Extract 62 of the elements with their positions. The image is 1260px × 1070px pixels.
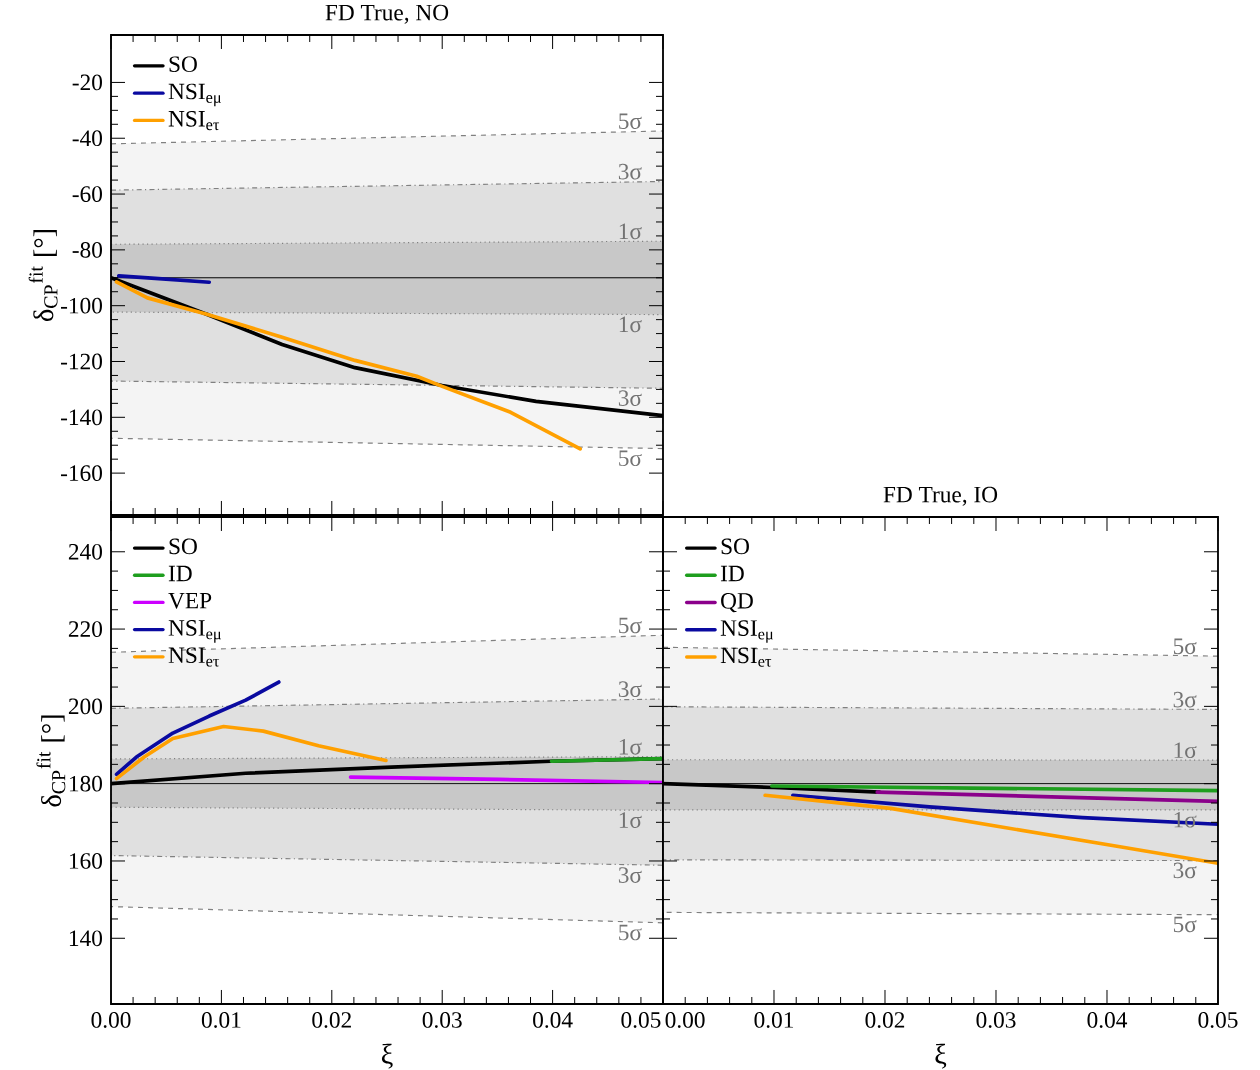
legend-label: SO [169, 538, 197, 555]
legend-label: VEP [168, 592, 212, 609]
legend-label: NSI$_{eμ}$ [168, 620, 221, 643]
annotation: 3σ [618, 390, 642, 406]
annotation: 5σ [1173, 916, 1197, 933]
x-tick-label: 0.00 [91, 1012, 131, 1028]
annotation: 1σ [619, 223, 642, 240]
x-tick-label: 0.05 [1198, 1012, 1238, 1028]
annotation: 3σ [618, 681, 642, 698]
x-tick-label: 0.03 [422, 1012, 462, 1028]
legend-label: NSI$_{eτ}$ [720, 647, 772, 667]
annotation: 1σ [1174, 742, 1197, 759]
x-tick-label: 0.05 [621, 1012, 661, 1028]
x-tick-label: 0.04 [1087, 1012, 1128, 1028]
x-tick-label: 0.01 [754, 1012, 794, 1028]
annotation: 3σ [618, 163, 642, 180]
y-tick-label: 160 [69, 853, 102, 869]
y-axis-title: δ$_{CP}$$^{fit}$ [°] [36, 715, 66, 807]
annotation: 1σ [619, 812, 642, 828]
x-tick-label: 0.01 [201, 1012, 241, 1028]
x-tick-label: 0.00 [665, 1012, 705, 1028]
x-tick-label: 0.02 [312, 1012, 351, 1028]
x-tick-label: 0.04 [533, 1012, 573, 1028]
legend-label: NSI$_{eτ}$ [168, 110, 220, 131]
y-tick-label: -120 [60, 353, 102, 370]
legend-label: QD [721, 592, 753, 613]
y-tick-label: -160 [60, 465, 102, 482]
y-tick-label: 220 [68, 621, 102, 637]
legend-label: ID [720, 565, 744, 582]
annotation: 5σ [1173, 638, 1197, 655]
legend-label: NSI$_{eτ}$ [168, 647, 220, 667]
y-tick-label: 200 [68, 698, 102, 715]
chart-title: FD True, NO [325, 4, 449, 24]
annotation: 3σ [1173, 691, 1197, 708]
y-tick-label: 240 [68, 543, 102, 560]
x-axis-title: ξ [935, 1043, 947, 1069]
annotation: 3σ [618, 867, 642, 883]
y-tick-label: -80 [72, 241, 102, 258]
legend-label: SO [721, 538, 749, 555]
legend-label: NSI$_{eμ}$ [168, 83, 221, 107]
annotation: 3σ [1173, 862, 1197, 879]
annotation: 1σ [619, 316, 642, 333]
y-tick-label: -40 [72, 130, 102, 147]
legend-label: SO [169, 56, 197, 73]
annotation: 1σ [619, 738, 642, 755]
y-tick-label: 140 [69, 930, 102, 947]
x-axis-title: ξ [381, 1043, 393, 1069]
y-tick-label: -100 [60, 297, 102, 314]
annotation: 5σ [619, 450, 642, 467]
x-tick-label: 0.03 [976, 1012, 1016, 1028]
x-tick-label: 0.02 [865, 1012, 905, 1028]
legend-label: ID [168, 565, 192, 582]
legend-label: NSI$_{eμ}$ [720, 620, 774, 643]
annotation: 5σ [619, 617, 642, 634]
y-tick-label: -60 [72, 186, 102, 202]
y-axis-title: δ$_{CP}$$^{fit}$ [°] [28, 229, 58, 322]
y-tick-label: -140 [60, 409, 102, 426]
annotation: 5σ [619, 113, 642, 129]
chart-title: FD True, IO [883, 486, 998, 506]
y-tick-label: -20 [72, 74, 102, 91]
y-tick-label: 180 [69, 775, 102, 792]
annotation: 5σ [619, 924, 642, 941]
